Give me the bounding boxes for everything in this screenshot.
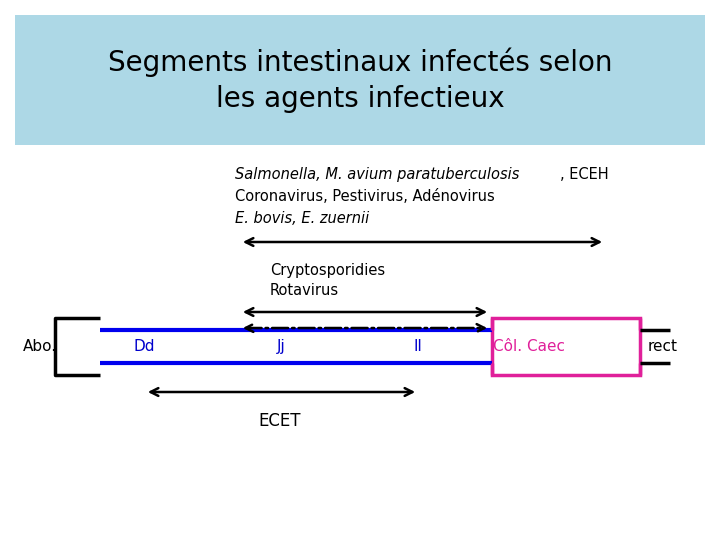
Text: Rotavirus: Rotavirus (270, 283, 339, 298)
Text: Coronavirus, Pestivirus, Adénovirus: Coronavirus, Pestivirus, Adénovirus (235, 189, 495, 204)
Text: Cryptosporidies: Cryptosporidies (270, 263, 385, 278)
Text: Dd: Dd (133, 339, 155, 354)
Text: Jj: Jj (276, 339, 285, 354)
Text: Côl. Caec: Côl. Caec (493, 339, 565, 354)
Text: , ECEH: , ECEH (560, 167, 608, 182)
Text: Abo.: Abo. (22, 339, 57, 354)
Text: Salmonella, M. avium paratuberculosis: Salmonella, M. avium paratuberculosis (235, 167, 519, 182)
Text: Segments intestinaux infectés selon
les agents infectieux: Segments intestinaux infectés selon les … (108, 48, 612, 113)
Text: ECET: ECET (258, 412, 301, 430)
Text: Il: Il (413, 339, 422, 354)
FancyBboxPatch shape (15, 15, 705, 145)
Text: rect: rect (647, 339, 678, 354)
Bar (492, 318, 640, 375)
Text: E. bovis, E. zuernii: E. bovis, E. zuernii (235, 211, 369, 226)
